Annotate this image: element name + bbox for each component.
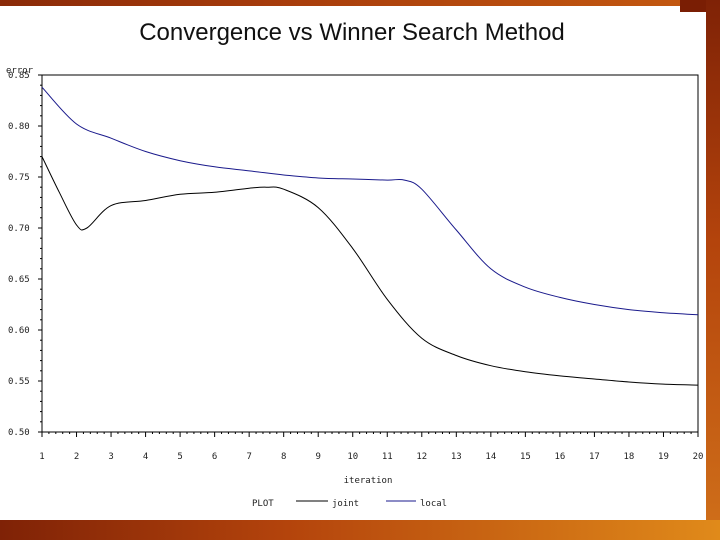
y-tick-label: 0.65 xyxy=(8,275,30,285)
x-tick-label: 4 xyxy=(143,452,148,462)
y-axis-ticks: 0.50 0.55 0.60 0.65 0.70 0.75 0.80 0.85 xyxy=(8,71,42,438)
x-tick-label: 8 xyxy=(281,452,286,462)
x-tick-label: 7 xyxy=(246,452,251,462)
plot-area xyxy=(41,74,699,433)
series-layer xyxy=(41,86,699,386)
frame-bottom-bar xyxy=(0,520,720,540)
x-axis-label: iteration xyxy=(344,476,393,486)
x-tick-label: 2 xyxy=(74,452,79,462)
x-tick-label: 11 xyxy=(382,452,393,462)
x-tick-label: 18 xyxy=(624,452,635,462)
legend: PLOT joint local xyxy=(252,499,447,509)
x-axis-ticks: 1 2 3 4 5 6 7 8 9 10 11 12 13 14 15 16 17 18 19 20 xyxy=(39,432,703,462)
x-tick-label: 5 xyxy=(177,452,182,462)
x-tick-label: 19 xyxy=(658,452,669,462)
chart-svg: Convergence vs Winner Search Method erro… xyxy=(6,19,703,509)
x-tick-label: 6 xyxy=(212,452,217,462)
y-tick-label: 0.55 xyxy=(8,377,30,387)
x-tick-label: 3 xyxy=(108,452,113,462)
y-tick-label: 0.50 xyxy=(8,428,30,438)
y-tick-label: 0.75 xyxy=(8,173,30,183)
y-tick-label: 0.80 xyxy=(8,122,30,132)
chart-title: Convergence vs Winner Search Method xyxy=(139,19,565,46)
x-tick-label: 10 xyxy=(347,452,358,462)
legend-title: PLOT xyxy=(252,499,274,509)
legend-label-joint: joint xyxy=(332,499,359,509)
x-tick-label: 13 xyxy=(451,452,462,462)
frame-top-bar xyxy=(0,0,720,6)
x-tick-label: 14 xyxy=(485,452,496,462)
x-tick-label: 16 xyxy=(554,452,565,462)
series-line-joint xyxy=(41,156,699,386)
x-tick-label: 17 xyxy=(589,452,600,462)
series-line-local xyxy=(41,86,699,316)
y-axis-label: error xyxy=(6,66,34,76)
legend-label-local: local xyxy=(420,499,447,509)
x-tick-label: 12 xyxy=(416,452,427,462)
x-tick-label: 20 xyxy=(693,452,704,462)
y-tick-label: 0.60 xyxy=(8,326,30,336)
x-tick-label: 9 xyxy=(315,452,320,462)
x-tick-label: 15 xyxy=(520,452,531,462)
frame-right-bar xyxy=(706,0,720,540)
y-tick-label: 0.85 xyxy=(8,71,30,81)
y-tick-label: 0.70 xyxy=(8,224,30,234)
x-tick-label: 1 xyxy=(39,452,44,462)
